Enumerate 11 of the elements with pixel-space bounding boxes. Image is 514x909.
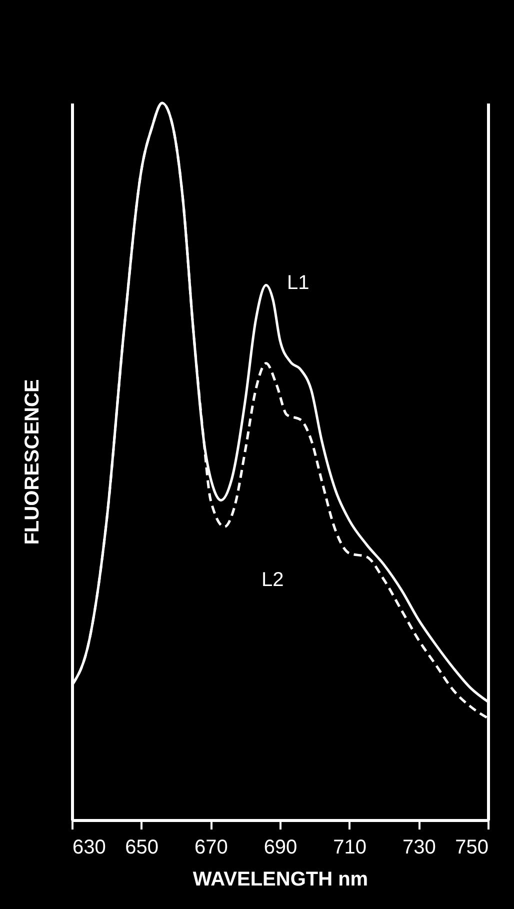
x-tick-label: 690 <box>264 836 298 858</box>
x-tick-label: 750 <box>455 836 488 858</box>
text: L2 <box>262 568 284 591</box>
x-tick-label: 630 <box>72 836 106 858</box>
x-tick-label: 730 <box>402 836 436 858</box>
y-axis-title: FLUORESCENCE <box>22 379 44 545</box>
x-axis-title: WAVELENGTH nm <box>192 868 368 890</box>
x-tick-label: 710 <box>333 836 367 858</box>
x-tick-label: 670 <box>194 836 228 858</box>
series-label: L1 <box>287 272 310 294</box>
x-tick-label: 650 <box>125 836 159 858</box>
